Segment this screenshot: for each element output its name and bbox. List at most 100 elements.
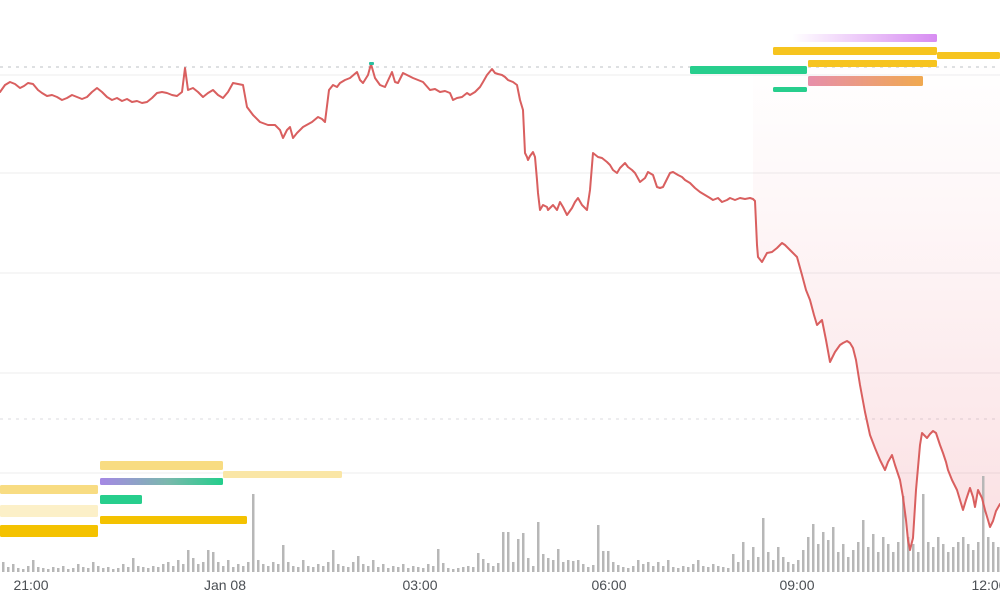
volume-bar: [737, 562, 740, 572]
volume-bar: [392, 566, 395, 572]
volume-bar: [7, 567, 10, 572]
volume-bar: [712, 564, 715, 572]
volume-bar: [17, 568, 20, 572]
volume-bar: [797, 560, 800, 572]
volume-bar: [522, 533, 525, 572]
range-cream[interactable]: [0, 505, 98, 517]
volume-bar: [722, 567, 725, 572]
volume-bar: [197, 564, 200, 572]
volume-bar: [962, 537, 965, 572]
range-gold-mid[interactable]: [808, 60, 937, 67]
volume-bar: [2, 562, 5, 572]
volume-bar: [617, 565, 620, 572]
x-axis-label: 21:00: [13, 577, 48, 593]
range-gold-left-1[interactable]: [100, 516, 247, 524]
volume-bar: [107, 567, 110, 572]
volume-bar: [252, 494, 255, 572]
volume-bar: [857, 542, 860, 572]
range-green-small[interactable]: [773, 87, 807, 92]
volume-bar: [842, 544, 845, 572]
volume-bar: [342, 566, 345, 572]
volume-bar: [217, 562, 220, 572]
volume-bar: [112, 569, 115, 572]
volume-bar: [707, 567, 710, 572]
volume-bar: [457, 568, 460, 572]
drawdown-fill: [753, 58, 1000, 550]
volume-bar: [42, 568, 45, 572]
volume-bar: [212, 552, 215, 572]
volume-bar: [867, 547, 870, 572]
range-violet-gradient[interactable]: [792, 34, 937, 42]
volume-bar: [157, 567, 160, 572]
volume-bar: [387, 568, 390, 572]
volume-bar: [572, 561, 575, 572]
volume-bar: [282, 545, 285, 572]
volume-bar: [482, 559, 485, 572]
volume-bar: [82, 567, 85, 572]
volume-bar: [997, 547, 1000, 572]
volume-bar: [667, 560, 670, 572]
volume-bar: [232, 567, 235, 572]
range-yellow-light-1[interactable]: [100, 461, 223, 470]
volume-bar: [927, 542, 930, 572]
volume-bar: [987, 537, 990, 572]
volume-bar: [347, 567, 350, 572]
volume-bar: [22, 569, 25, 572]
volume-bar: [982, 476, 985, 572]
volume-bar: [37, 567, 40, 572]
volume-bar: [122, 564, 125, 572]
range-purple-green-gradient[interactable]: [100, 478, 223, 485]
volume-bar: [832, 527, 835, 572]
volume-bar: [497, 563, 500, 572]
range-green-left[interactable]: [100, 495, 142, 504]
range-pink-orange-gradient[interactable]: [808, 76, 923, 86]
spike-top-marker: [369, 62, 374, 65]
volume-bar: [247, 562, 250, 572]
volume-bar: [682, 566, 685, 572]
volume-bar: [942, 544, 945, 572]
range-gold-left-2[interactable]: [0, 525, 98, 537]
range-gold-upper[interactable]: [773, 47, 937, 55]
volume-bar: [692, 564, 695, 572]
volume-bar: [167, 562, 170, 572]
volume-bar: [57, 568, 60, 572]
volume-bar: [407, 568, 410, 572]
volume-bar: [287, 562, 290, 572]
volume-bar: [807, 537, 810, 572]
volume-bar: [487, 563, 490, 572]
volume-bar: [532, 566, 535, 572]
volume-bar: [257, 560, 260, 572]
volume-bar: [132, 558, 135, 572]
volume-bar: [637, 560, 640, 572]
range-yellow-pale[interactable]: [223, 471, 342, 478]
x-axis-labels: 21:00 Jan 08 03:00 06:00 09:00 12:00: [13, 577, 1000, 593]
volume-bar: [447, 568, 450, 572]
range-green-wide[interactable]: [690, 66, 807, 74]
volume-bar: [812, 524, 815, 572]
volume-bar: [302, 560, 305, 572]
volume-bar: [782, 557, 785, 572]
range-gold-right-edge[interactable]: [937, 52, 1000, 59]
volume-bar: [597, 525, 600, 572]
range-yellow-light-2[interactable]: [0, 485, 98, 494]
volume-bar: [452, 569, 455, 572]
volume-bar: [607, 551, 610, 572]
volume-bar: [137, 566, 140, 572]
volume-bar: [837, 552, 840, 572]
volume-bar: [552, 560, 555, 572]
volume-bar: [127, 567, 130, 572]
volume-bar: [172, 566, 175, 572]
volume-bar: [802, 550, 805, 572]
price-line: [0, 63, 1000, 551]
volume-bar: [207, 550, 210, 572]
volume-bar: [817, 544, 820, 572]
volume-bar: [717, 566, 720, 572]
volume-bar: [687, 567, 690, 572]
volume-bar: [182, 564, 185, 572]
volume-bar: [887, 544, 890, 572]
annotation-range-bars: [0, 34, 1000, 537]
x-axis-label: 09:00: [779, 577, 814, 593]
volume-bar: [562, 562, 565, 572]
